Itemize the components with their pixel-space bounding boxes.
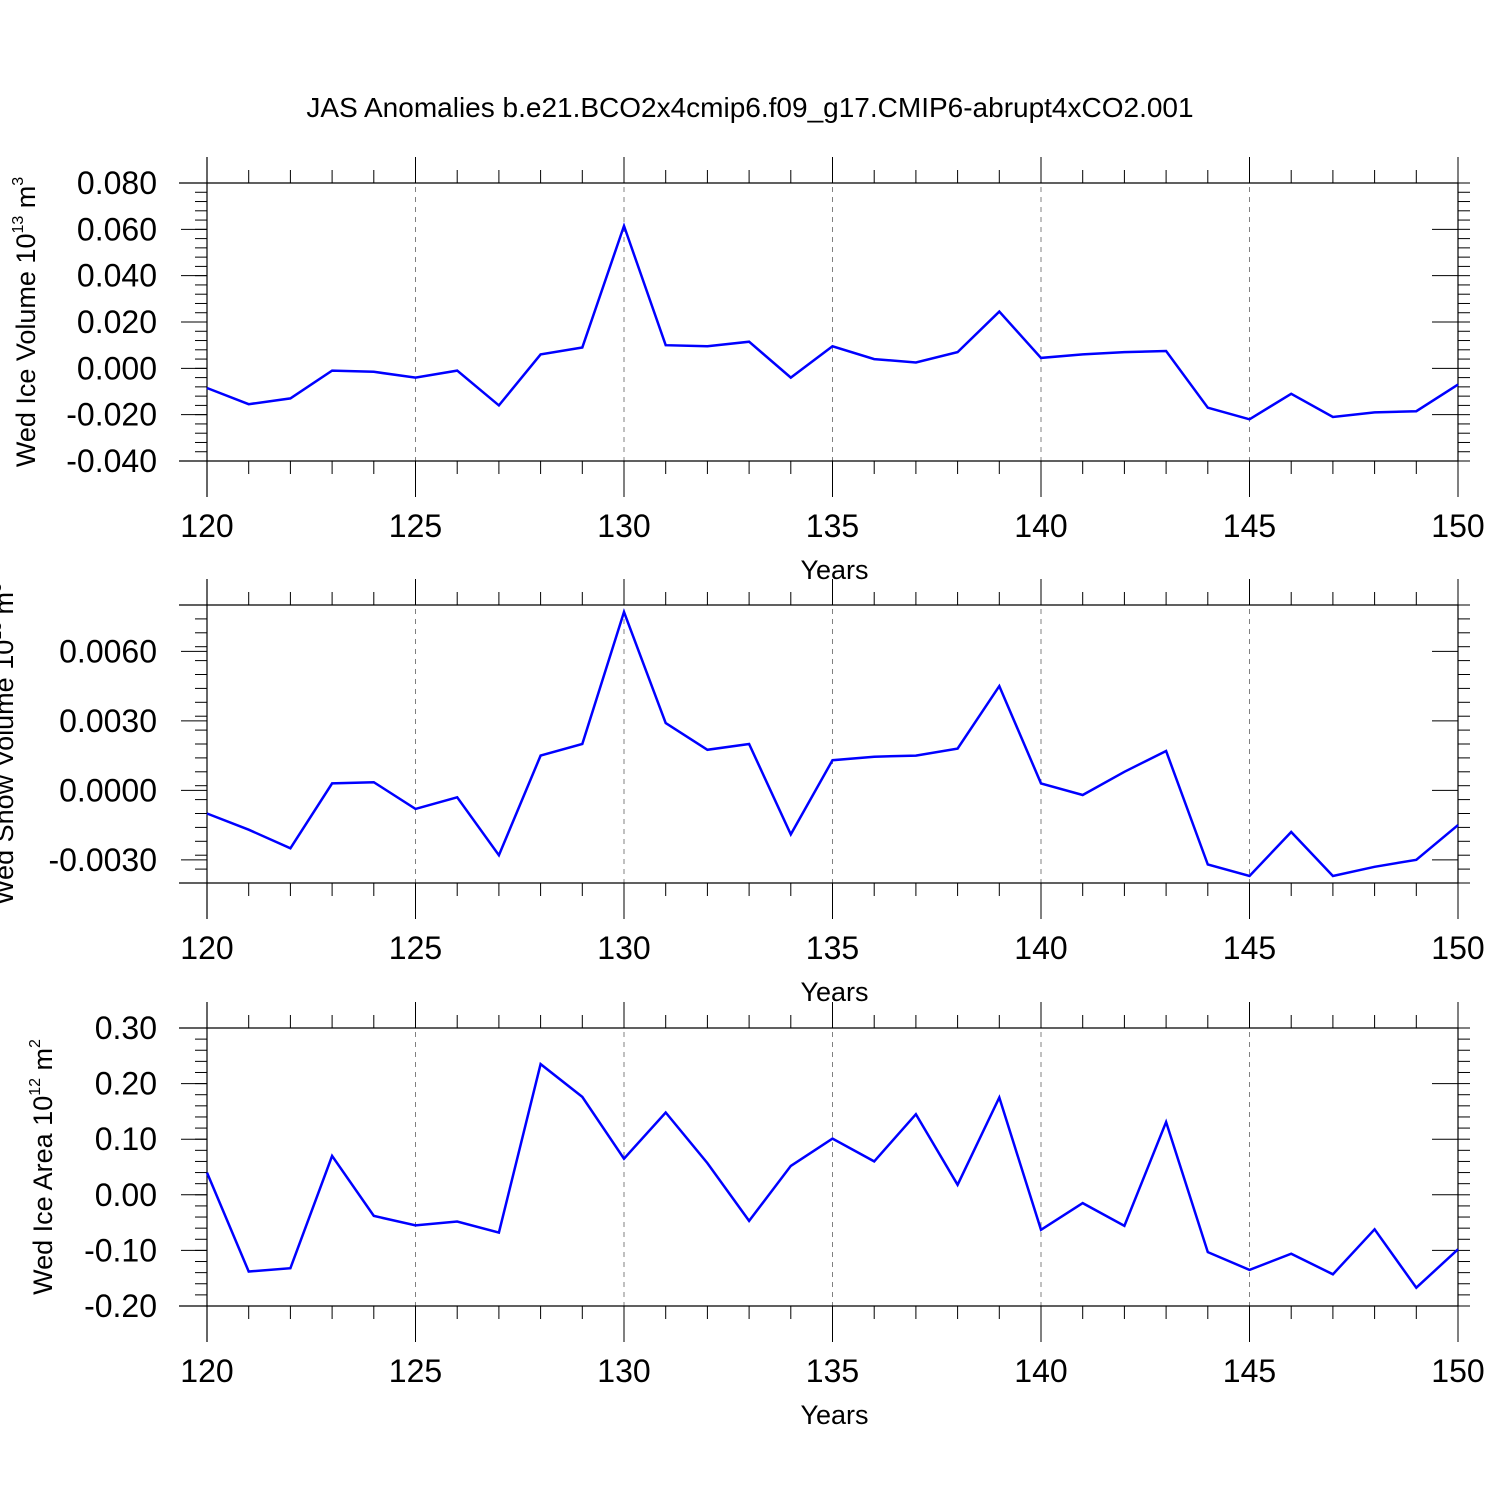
x-axis-label: Years (800, 1400, 868, 1430)
y-tick-label: 0.10 (95, 1121, 157, 1157)
x-tick-label: 130 (597, 930, 650, 966)
x-tick-label: 125 (389, 508, 442, 544)
y-tick-label: -0.20 (84, 1288, 157, 1324)
y-tick-label: 0.20 (95, 1066, 157, 1102)
x-tick-label: 135 (806, 1353, 859, 1389)
x-tick-label: 120 (180, 1353, 233, 1389)
y-tick-label: 0.080 (77, 165, 157, 201)
series-line-1 (206, 222, 1459, 421)
y-axis-label: Wed Ice Volume 1013 m3 (10, 177, 41, 467)
x-tick-label: 145 (1223, 1353, 1276, 1389)
y-tick-label: 0.060 (77, 211, 157, 247)
y-tick-label: 0.30 (95, 1010, 157, 1046)
x-tick-label: 130 (597, 508, 650, 544)
y-tick-label: 0.000 (77, 350, 157, 386)
x-tick-label: 145 (1223, 508, 1276, 544)
x-tick-label: 140 (1014, 508, 1067, 544)
x-tick-label: 135 (806, 508, 859, 544)
y-tick-label: 0.0000 (59, 772, 157, 808)
x-tick-label: 125 (389, 1353, 442, 1389)
series-line-3 (205, 1061, 1459, 1290)
y-tick-label: -0.020 (66, 397, 157, 433)
x-tick-label: 140 (1014, 1353, 1067, 1389)
x-tick-label: 145 (1223, 930, 1276, 966)
x-tick-label: 150 (1431, 1353, 1484, 1389)
y-tick-label: -0.10 (84, 1232, 157, 1268)
series-line-2 (206, 608, 1459, 878)
x-tick-label: 150 (1431, 508, 1484, 544)
x-tick-label: 120 (180, 930, 233, 966)
x-tick-label: 140 (1014, 930, 1067, 966)
y-tick-label: -0.040 (66, 443, 157, 479)
y-tick-label: -0.0030 (48, 842, 157, 878)
x-axis-label: Years (800, 555, 868, 585)
y-axis-label: Wed Ice Area 1012 m2 (27, 1039, 58, 1295)
y-tick-label: 0.0030 (59, 703, 157, 739)
x-tick-label: 150 (1431, 930, 1484, 966)
x-tick-label: 125 (389, 930, 442, 966)
chart-title: JAS Anomalies b.e21.BCO2x4cmip6.f09_g17.… (306, 92, 1194, 123)
x-axis-label: Years (800, 977, 868, 1007)
y-tick-label: 0.020 (77, 304, 157, 340)
y-axis-label: Wed Snow Volume 1013 m3 (0, 583, 19, 905)
y-tick-label: 0.0060 (59, 633, 157, 669)
y-tick-label: 0.040 (77, 258, 157, 294)
y-tick-label: 0.00 (95, 1177, 157, 1213)
x-tick-label: 130 (597, 1353, 650, 1389)
x-tick-label: 135 (806, 930, 859, 966)
x-tick-label: 120 (180, 508, 233, 544)
